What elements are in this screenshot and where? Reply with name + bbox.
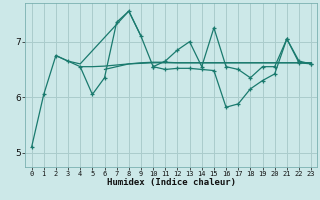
X-axis label: Humidex (Indice chaleur): Humidex (Indice chaleur) [107, 178, 236, 187]
